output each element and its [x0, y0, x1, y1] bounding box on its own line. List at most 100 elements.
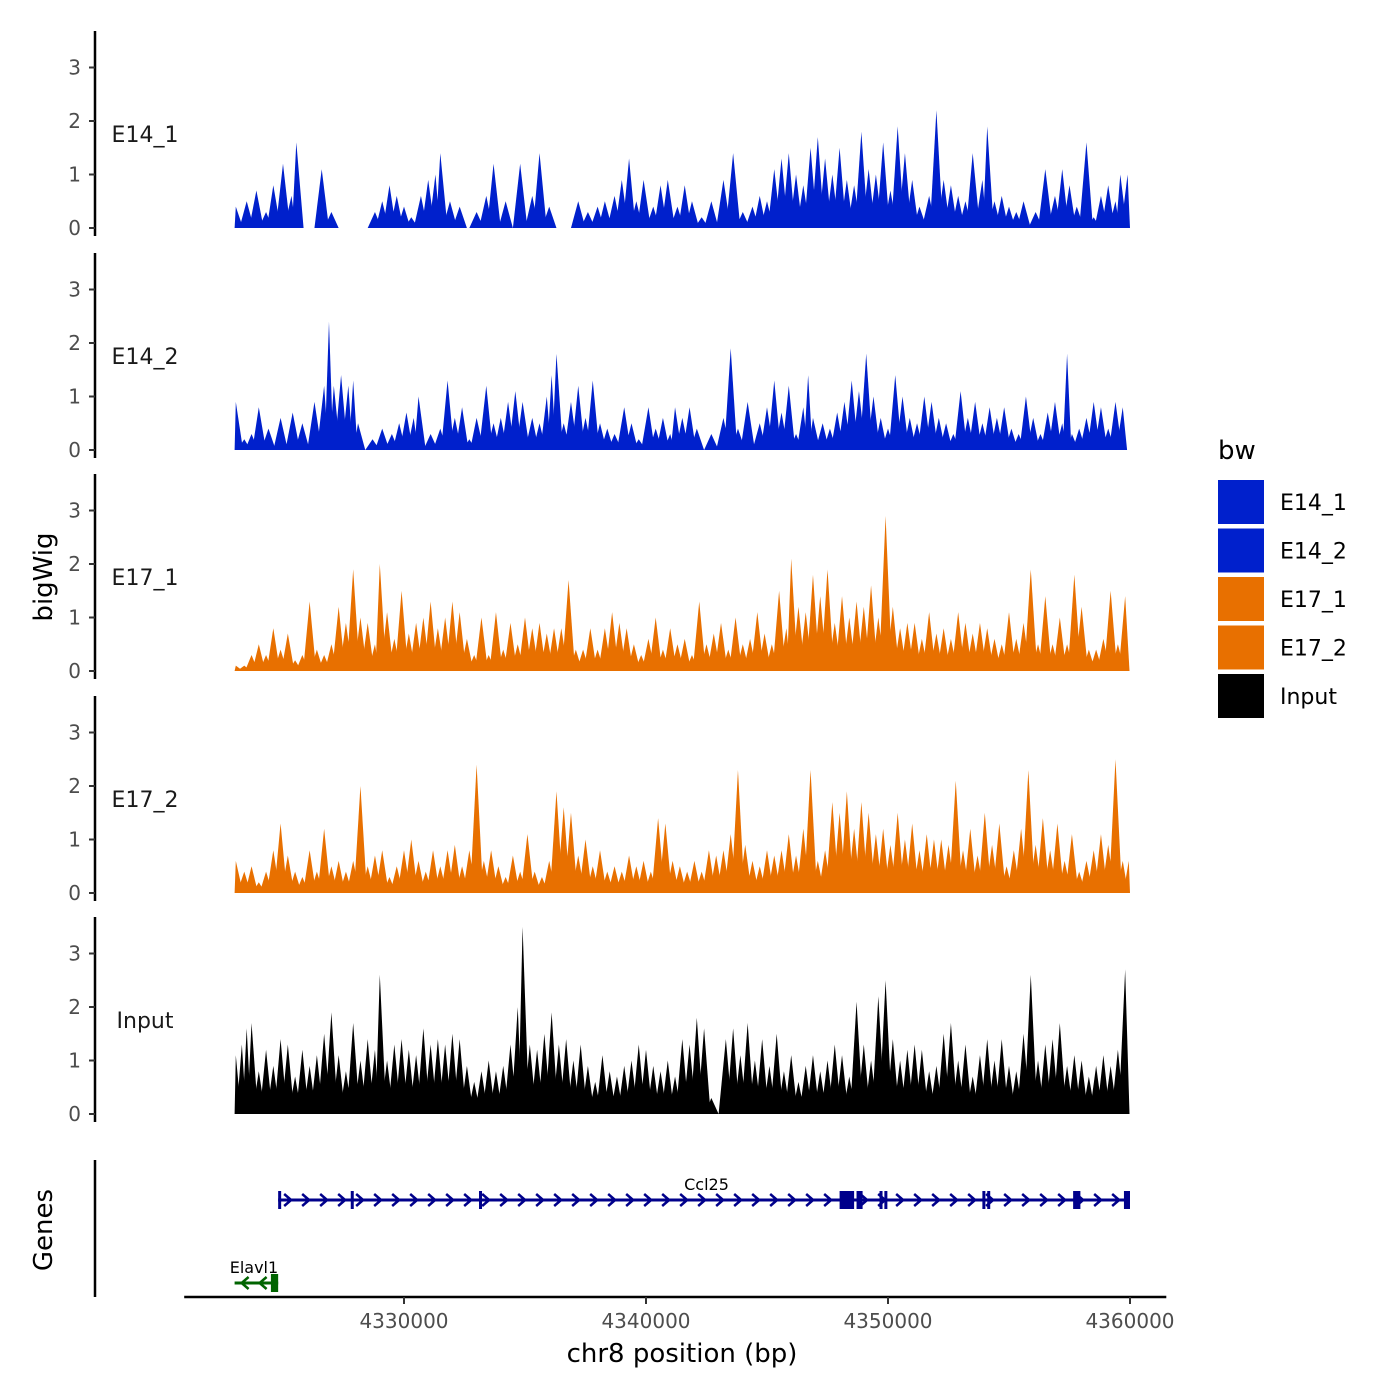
signal-peak	[1121, 174, 1130, 228]
signal-peak	[375, 850, 389, 893]
signal-peak	[1024, 569, 1038, 671]
signal-peak	[281, 1044, 295, 1114]
exon	[479, 1191, 483, 1209]
x-tick-label: 4340000	[601, 1309, 690, 1333]
signal-peak	[1024, 974, 1038, 1114]
strand-chevron	[625, 1193, 636, 1207]
signal-peak	[1026, 417, 1040, 450]
signal-peak	[840, 791, 854, 893]
signal-peak	[375, 974, 387, 1114]
y-tick-label: 3	[68, 942, 81, 966]
y-tick-label: 0	[68, 216, 81, 240]
signal-peak	[1048, 401, 1062, 450]
signal-peak	[949, 780, 963, 893]
x-tick-label: 4360000	[1085, 1309, 1174, 1333]
strand-chevron	[391, 1193, 402, 1207]
track-label: E17_1	[112, 566, 179, 591]
signal-peak	[380, 612, 394, 671]
signal-peak	[966, 153, 980, 228]
y-tick-label: 3	[68, 56, 81, 80]
signal-peak	[854, 131, 868, 228]
signal-peak	[978, 812, 992, 893]
signal-peak	[324, 211, 339, 228]
y-tick-label: 1	[68, 163, 81, 187]
exon	[270, 1274, 279, 1292]
signal-peak	[516, 401, 530, 450]
legend-label: E17_2	[1280, 637, 1347, 662]
signal-peak	[487, 163, 501, 228]
signal-peak	[441, 380, 455, 450]
signal-peak	[423, 433, 438, 450]
signal-peak	[622, 158, 636, 228]
signal-peak	[624, 423, 639, 450]
legend-label: Input	[1280, 685, 1337, 710]
signal-peak	[414, 396, 426, 450]
signal-peak	[929, 110, 943, 228]
legend-title: bw	[1218, 436, 1256, 466]
exon	[884, 1191, 888, 1209]
strand-chevron	[319, 1193, 330, 1207]
signal-peak	[879, 515, 893, 671]
strand-chevron	[1021, 1193, 1032, 1207]
signal-peak	[281, 633, 295, 671]
signal-peak	[261, 428, 276, 450]
signal-peak	[905, 823, 919, 893]
strand-chevron	[283, 1193, 294, 1207]
strand-chevron	[715, 1193, 726, 1207]
signal-peak	[740, 401, 755, 450]
signal-peak	[307, 401, 322, 450]
strand-chevron	[463, 1193, 474, 1207]
strand-chevron	[239, 1276, 250, 1290]
strand-chevron	[535, 1193, 546, 1207]
signal-peak	[939, 423, 953, 450]
track-E14_2: 0 1 2 3 E14_2	[68, 253, 1128, 462]
strand-chevron	[805, 1193, 816, 1207]
signal-peak	[954, 391, 968, 450]
signal-peak	[470, 764, 484, 893]
legend-swatch	[1218, 577, 1264, 621]
signal-tracks: 0 1 2 3 E14_1 0 1 2 3 E14_2 0 1 2 3 E17_1 0 1 2 3 E17_2 0 1 2 3…	[68, 31, 1130, 1126]
signal-peak	[291, 142, 304, 228]
signal-peak	[452, 206, 467, 228]
track-Input: 0 1 2 3 Input	[68, 917, 1130, 1126]
gene-track: Ccl25 Elavl1	[93, 1160, 1130, 1297]
signal-peak	[637, 179, 651, 228]
signal-peak	[697, 1028, 711, 1114]
legend-entry: E17_1	[1218, 577, 1347, 621]
exon	[1073, 1191, 1081, 1209]
x-tick-label: 4350000	[843, 1309, 932, 1333]
signal-peak	[656, 417, 670, 450]
signal-peak	[512, 163, 528, 228]
x-axis-title: chr8 position (bp)	[567, 1339, 798, 1369]
strand-chevron	[823, 1193, 834, 1207]
signal-peak	[353, 786, 367, 893]
y-tick-label: 3	[68, 721, 81, 745]
signal-peak	[859, 353, 873, 450]
x-axis: 4330000 4340000 4350000 4360000	[184, 1295, 1175, 1333]
signal-peak	[641, 407, 655, 450]
signal-peak	[586, 380, 600, 450]
signal-peak	[234, 401, 244, 450]
signal-peak	[922, 612, 936, 671]
strand-chevron	[481, 1193, 492, 1207]
signal-peak	[503, 622, 518, 671]
strand-chevron	[949, 1193, 960, 1207]
signal-peak	[1075, 606, 1089, 671]
signal-peak	[498, 201, 513, 228]
legend-entry: E17_2	[1218, 625, 1347, 670]
strand-chevron	[373, 1193, 384, 1207]
signal-peak	[876, 142, 890, 228]
track-label: E14_2	[112, 345, 179, 370]
legend-entry: E14_1	[1218, 480, 1347, 524]
signal-peak	[678, 638, 692, 671]
strand-chevron	[445, 1193, 456, 1207]
signal-peak	[725, 153, 741, 228]
y-tick-label: 1	[68, 1049, 81, 1073]
signal-peak	[506, 855, 520, 893]
signal-peak	[424, 601, 438, 671]
signal-peak	[247, 1023, 259, 1114]
signal-peak	[658, 823, 672, 893]
signal-peak	[1053, 617, 1067, 671]
exon	[982, 1191, 986, 1209]
